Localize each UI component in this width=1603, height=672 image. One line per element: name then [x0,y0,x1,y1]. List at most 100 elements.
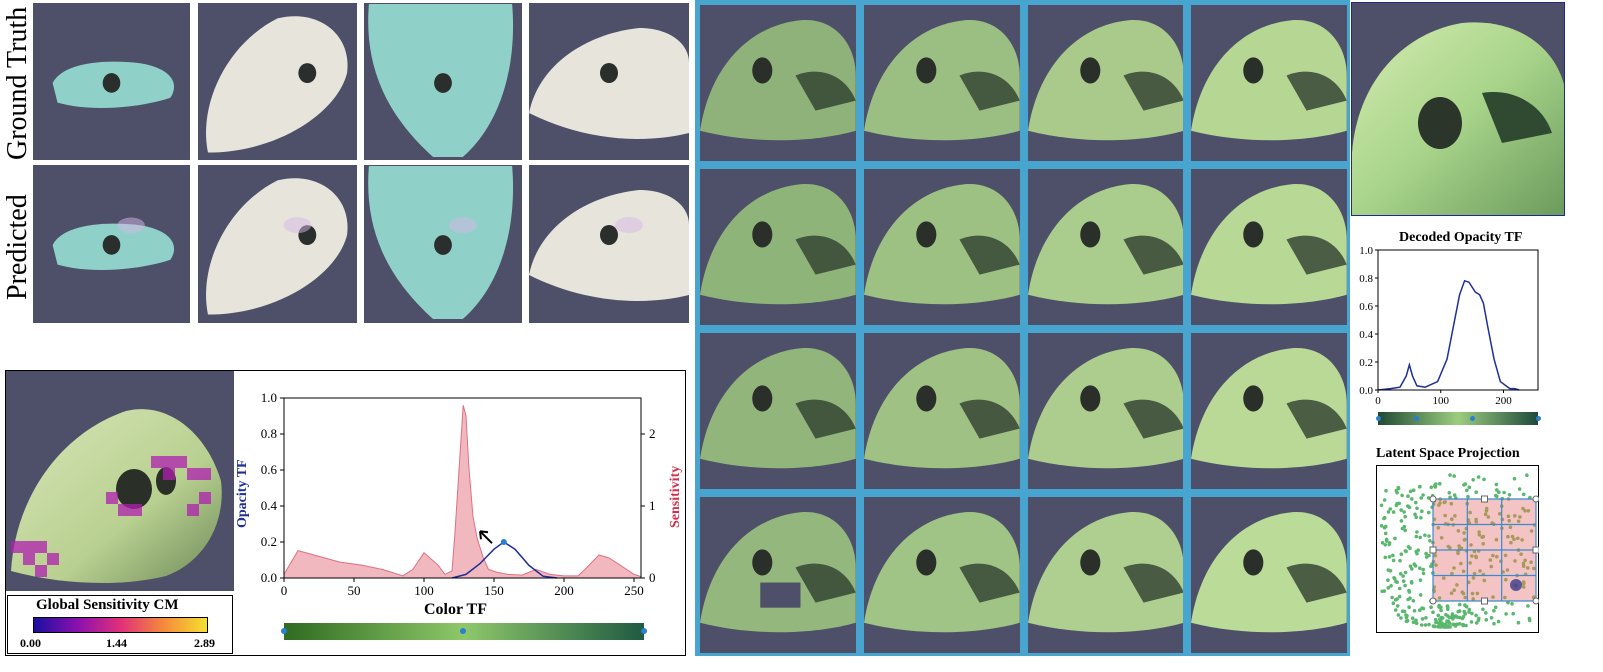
color-tf-bar[interactable] [281,623,647,640]
latent-point [1475,591,1480,596]
gallery-render-r4-c3[interactable] [1027,497,1184,653]
decoded-tf-control-point [1376,416,1381,421]
latent-point [1521,561,1526,566]
latent-point [1414,618,1418,623]
latent-point [1447,615,1452,620]
latent-point [1403,528,1407,533]
latent-point [1406,597,1410,602]
latent-point [1506,600,1510,605]
latent-point [1427,622,1431,627]
latent-point [1386,510,1391,514]
latent-point [1504,577,1508,582]
gallery-render-r4-c4[interactable] [1191,497,1347,653]
decoded-opacity-title: Decoded Opacity TF [1399,230,1523,245]
latent-point [1394,579,1398,584]
latent-point [1492,608,1496,613]
y-tick-label: 1.0 [1359,245,1373,257]
latent-point [1452,474,1456,478]
latent-point [1408,564,1413,568]
y-tick-label: 0.2 [261,534,277,549]
latent-point [1410,497,1414,501]
gallery-render-r3-c1[interactable] [700,333,856,489]
gallery-render-r1-c1[interactable] [700,5,856,161]
latent-point [1400,526,1405,531]
latent-point [1470,611,1474,616]
latent-point [1387,542,1391,547]
y2-tick-label: 2 [649,426,656,441]
latent-point [1399,552,1404,556]
latent-point [1484,506,1489,511]
gallery-render-r2-c1[interactable] [700,169,856,325]
latent-point [1469,620,1474,624]
latent-point [1412,609,1417,613]
gallery-render-r2-c2[interactable] [863,169,1020,325]
decoded-tf-control-point [1536,416,1541,421]
latent-point [1431,610,1435,614]
gallery-render-r3-c3[interactable] [1027,333,1184,489]
predicted-render-2 [198,165,357,323]
y-tick-label: 0.4 [261,498,278,513]
latent-point [1386,586,1391,590]
latent-point [1397,594,1402,599]
color-tf-control-point[interactable] [460,628,467,634]
latent-point [1468,510,1472,515]
latent-point [1523,558,1527,563]
latent-point [1506,534,1510,539]
latent-point [1416,548,1420,552]
latent-point [1436,613,1441,618]
latent-point [1477,530,1481,534]
latent-point [1384,488,1388,493]
latent-point [1521,580,1526,584]
y-tick-label: 0.8 [1359,273,1373,285]
latent-point [1423,533,1427,537]
gallery-render-r1-c4[interactable] [1191,5,1347,161]
x-tick-label: 200 [554,583,574,598]
grid-edge-handle [1429,546,1437,554]
latent-point [1507,519,1511,523]
x-tick-label: 100 [414,583,434,598]
gallery-render-r4-c2[interactable] [863,497,1020,653]
ground-truth-render-1 [33,3,190,160]
latent-point [1447,491,1452,495]
latent-point [1421,493,1425,497]
latent-point [1411,620,1416,624]
latent-point [1476,618,1481,623]
gallery-render-r3-c2[interactable] [863,333,1020,489]
latent-point [1413,512,1417,517]
latent-point [1470,591,1475,596]
x-tick-label: 50 [348,583,361,598]
latent-point [1503,553,1508,558]
latent-point [1474,519,1478,524]
latent-point [1410,616,1415,620]
gallery-render-r1-c3[interactable] [1027,5,1184,161]
latent-point [1491,595,1495,599]
latent-space-projection[interactable] [1376,465,1539,633]
x-tick-label: 0 [281,583,288,598]
y-tick-label: 0.6 [1359,301,1373,313]
gallery-render-r3-c4[interactable] [1191,333,1347,489]
latent-point [1477,533,1482,537]
latent-point [1383,543,1387,547]
opacity-axis-label: Opacity TF [235,459,250,528]
gallery-render-r4-c1[interactable] [700,497,856,653]
latent-point [1391,558,1396,563]
latent-point [1433,553,1437,558]
latent-point [1446,607,1450,611]
latent-point [1438,481,1442,486]
decoded-opacity-chart: 0 100 200 0.0 0.2 0.4 0.6 0.8 1.0 [1359,245,1539,407]
colormap-title: Global Sensitivity CM [36,597,179,613]
latent-point [1380,541,1385,545]
latent-point [1482,578,1487,583]
latent-point [1402,510,1406,514]
gallery-render-r2-c3[interactable] [1027,169,1184,325]
color-tf-control-point[interactable] [641,628,647,634]
latent-point [1467,607,1472,612]
latent-point [1403,549,1408,553]
latent-point [1443,513,1447,518]
gallery-render-r2-c4[interactable] [1191,169,1347,325]
color-tf-control-point[interactable] [281,628,287,634]
latent-point [1393,536,1397,541]
latent-point [1421,571,1426,576]
latent-point [1433,485,1438,489]
gallery-render-r1-c2[interactable] [863,5,1020,161]
